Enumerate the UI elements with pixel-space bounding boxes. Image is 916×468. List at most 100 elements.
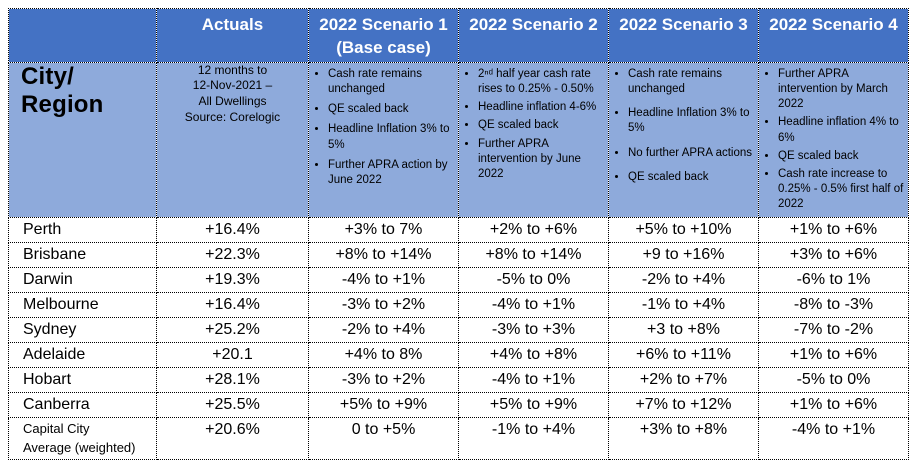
scenario-1-cell: +5% to +9%: [308, 392, 459, 419]
scenario-4-cell: -8% to -3%: [758, 292, 909, 319]
actuals-note: 12 months to 12-Nov-2021 – All Dwellings…: [156, 61, 309, 219]
scenario-2-cell: -5% to 0%: [458, 267, 609, 294]
actuals-cell: +22.3%: [156, 242, 309, 269]
table-row-canberra: Canberra +25.5% +5% to +9% +5% to +9% +7…: [8, 392, 909, 419]
actuals-cell: +28.1%: [156, 367, 309, 394]
scenario-2-assumptions: 2ⁿᵈ half year cash rate rises to 0.25% -…: [458, 61, 609, 219]
table-row-perth: Perth +16.4% +3% to 7% +2% to +6% +5% to…: [8, 217, 909, 244]
bullet-list: Cash rate remains unchanged Headline Inf…: [611, 67, 754, 185]
bullet-item: No further APRA actions: [628, 146, 754, 161]
table-row-capital-city-average: Capital City Average (weighted) +20.6% 0…: [8, 417, 909, 461]
table-row-brisbane: Brisbane +22.3% +8% to +14% +8% to +14% …: [8, 242, 909, 269]
header-cell-actuals: Actuals: [156, 8, 309, 63]
scenario-2-cell: +5% to +9%: [458, 392, 609, 419]
bullet-item: QE scaled back: [328, 102, 454, 117]
scenario-1-cell: +4% to 8%: [308, 342, 459, 369]
region-cell: Capital City Average (weighted): [8, 417, 157, 461]
header-cell-scenario-1: 2022 Scenario 1 (Base case): [308, 8, 459, 63]
city-region-label: City/ Region: [8, 61, 157, 219]
scenario-1-title-line1: 2022 Scenario 1: [319, 15, 448, 34]
bullet-item: QE scaled back: [628, 170, 754, 185]
scenario-3-cell: +5% to +10%: [608, 217, 759, 244]
header-cell-scenario-4: 2022 Scenario 4: [758, 8, 909, 63]
subheader-row: City/ Region 12 months to 12-Nov-2021 – …: [8, 61, 909, 219]
actuals-cell: +16.4%: [156, 292, 309, 319]
scenario-4-cell: +1% to +6%: [758, 392, 909, 419]
bullet-list: 2ⁿᵈ half year cash rate rises to 0.25% -…: [461, 67, 604, 182]
scenario-1-cell: -4% to +1%: [308, 267, 459, 294]
actuals-note-line: All Dwellings: [198, 94, 267, 109]
bullet-item: Further APRA intervention by June 2022: [478, 137, 604, 183]
scenario-4-cell: -7% to -2%: [758, 317, 909, 344]
housing-forecast-table: Actuals 2022 Scenario 1 (Base case) 2022…: [8, 8, 909, 461]
scenario-4-cell: -4% to +1%: [758, 417, 909, 461]
region-cell: Adelaide: [8, 342, 157, 369]
scenario-2-cell: +4% to +8%: [458, 342, 609, 369]
scenario-3-cell: +9 to +16%: [608, 242, 759, 269]
scenario-1-cell: -2% to +4%: [308, 317, 459, 344]
actuals-cell: +16.4%: [156, 217, 309, 244]
header-row: Actuals 2022 Scenario 1 (Base case) 2022…: [8, 8, 909, 63]
bullet-item: Cash rate remains unchanged: [328, 67, 454, 97]
region-cell: Melbourne: [8, 292, 157, 319]
actuals-cell: +20.1: [156, 342, 309, 369]
scenario-2-cell: -4% to +1%: [458, 292, 609, 319]
header-cell-scenario-2: 2022 Scenario 2: [458, 8, 609, 63]
bullet-item: Headline Inflation 3% to 5%: [328, 122, 454, 152]
scenario-2-cell: -4% to +1%: [458, 367, 609, 394]
scenario-2-cell: -1% to +4%: [458, 417, 609, 461]
scenario-4-cell: +3% to +6%: [758, 242, 909, 269]
bullet-item: Cash rate increase to 0.25% - 0.5% first…: [778, 167, 904, 213]
bullet-item: Cash rate remains unchanged: [628, 67, 754, 97]
region-cell: Sydney: [8, 317, 157, 344]
actuals-note-line: 12 months to: [197, 62, 268, 77]
scenario-3-assumptions: Cash rate remains unchanged Headline Inf…: [608, 61, 759, 219]
scenario-2-cell: +8% to +14%: [458, 242, 609, 269]
scenario-3-cell: +6% to +11%: [608, 342, 759, 369]
table-row-hobart: Hobart +28.1% -3% to +2% -4% to +1% +2% …: [8, 367, 909, 394]
scenario-3-cell: +7% to +12%: [608, 392, 759, 419]
actuals-cell: +25.2%: [156, 317, 309, 344]
actuals-cell: +25.5%: [156, 392, 309, 419]
scenario-2-cell: -3% to +3%: [458, 317, 609, 344]
table-row-melbourne: Melbourne +16.4% -3% to +2% -4% to +1% -…: [8, 292, 909, 319]
bullet-item: QE scaled back: [778, 149, 904, 164]
table-row-darwin: Darwin +19.3% -4% to +1% -5% to 0% -2% t…: [8, 267, 909, 294]
scenario-3-cell: +3% to +8%: [608, 417, 759, 461]
scenario-4-assumptions: Further APRA intervention by March 2022 …: [758, 61, 909, 219]
region-cell: Canberra: [8, 392, 157, 419]
scenario-1-title-line2: (Base case): [336, 37, 431, 57]
actuals-note-line: 12-Nov-2021 –: [192, 78, 273, 93]
table-row-adelaide: Adelaide +20.1 +4% to 8% +4% to +8% +6% …: [8, 342, 909, 369]
header-cell-scenario-3: 2022 Scenario 3: [608, 8, 759, 63]
region-cell: Darwin: [8, 267, 157, 294]
scenario-1-cell: -3% to +2%: [308, 292, 459, 319]
bullet-item: 2ⁿᵈ half year cash rate rises to 0.25% -…: [478, 67, 604, 97]
region-cell: Brisbane: [8, 242, 157, 269]
bullet-item: Headline inflation 4% to 6%: [778, 115, 904, 145]
bullet-item: Headline inflation 4-6%: [478, 100, 604, 115]
bullet-item: QE scaled back: [478, 118, 604, 133]
actuals-cell: +19.3%: [156, 267, 309, 294]
table-row-sydney: Sydney +25.2% -2% to +4% -3% to +3% +3 t…: [8, 317, 909, 344]
actuals-cell: +20.6%: [156, 417, 309, 461]
scenario-1-assumptions: Cash rate remains unchanged QE scaled ba…: [308, 61, 459, 219]
scenario-3-cell: -2% to +4%: [608, 267, 759, 294]
bullet-list: Cash rate remains unchanged QE scaled ba…: [311, 67, 454, 188]
region-cell: Perth: [8, 217, 157, 244]
scenario-2-cell: +2% to +6%: [458, 217, 609, 244]
scenario-1-cell: -3% to +2%: [308, 367, 459, 394]
scenario-1-cell: +3% to 7%: [308, 217, 459, 244]
scenario-1-cell: +8% to +14%: [308, 242, 459, 269]
region-cell: Hobart: [8, 367, 157, 394]
bullet-item: Further APRA action by June 2022: [328, 158, 454, 188]
bullet-item: Headline Inflation 3% to 5%: [628, 106, 754, 136]
scenario-4-cell: +1% to +6%: [758, 342, 909, 369]
scenario-4-cell: -6% to 1%: [758, 267, 909, 294]
scenario-4-cell: +1% to +6%: [758, 217, 909, 244]
scenario-3-cell: +2% to +7%: [608, 367, 759, 394]
bullet-item: Further APRA intervention by March 2022: [778, 67, 904, 113]
header-cell-blank: [8, 8, 157, 63]
scenario-4-cell: -5% to 0%: [758, 367, 909, 394]
